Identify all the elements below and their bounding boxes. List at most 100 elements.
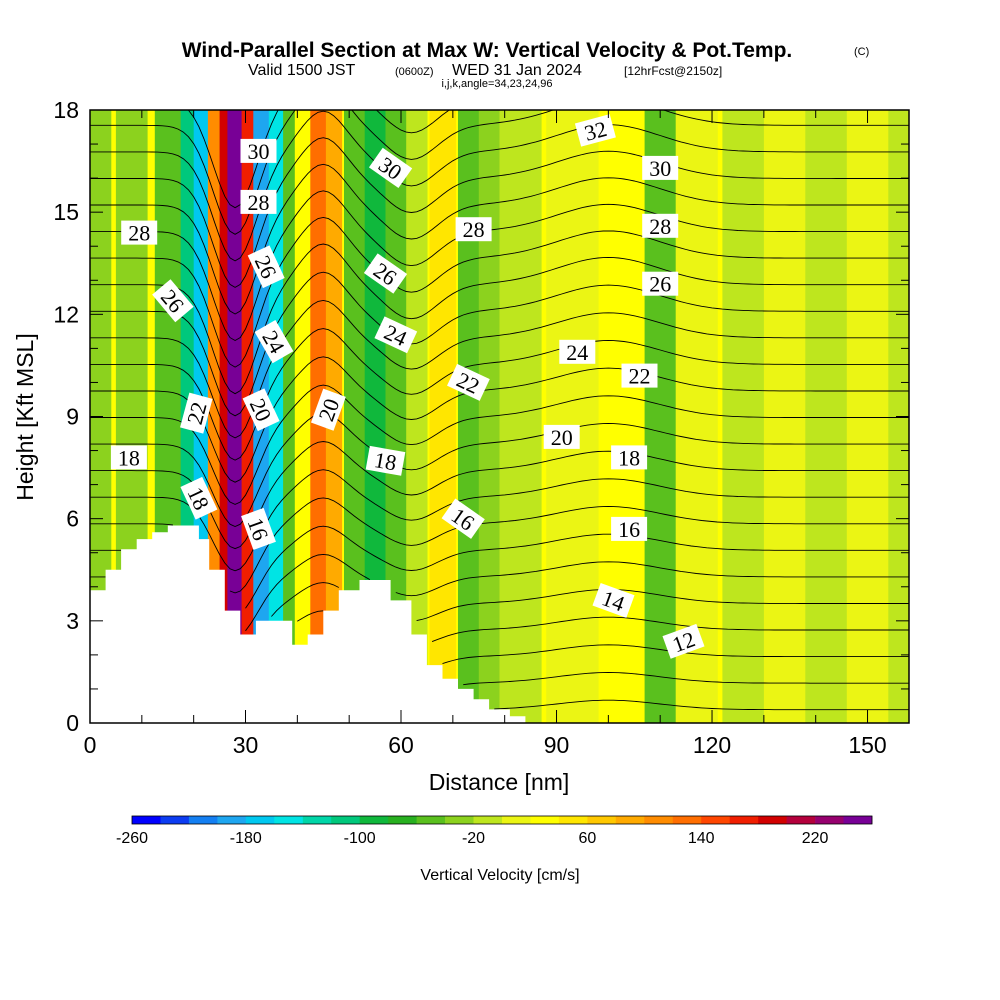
contour-17 [90, 497, 909, 594]
contour-label-bg [247, 245, 285, 289]
contour-21 [90, 384, 909, 505]
velocity-band-22 [499, 110, 542, 723]
contour-label-24: 22 [621, 363, 658, 389]
contour-label-11: 20 [310, 388, 346, 431]
colorbar-swatch [843, 816, 873, 824]
colorbar-tick-label: 60 [579, 830, 597, 847]
contour-label-text: 16 [618, 517, 640, 542]
contour-29 [90, 163, 909, 315]
contour-label-14: 24 [374, 316, 418, 354]
contour-label-text: 26 [649, 272, 671, 297]
colorbar-swatch [786, 816, 816, 824]
contour-label-text: 28 [649, 214, 671, 239]
y-tick-label: 18 [53, 97, 79, 123]
valid-date: WED 31 Jan 2024 [452, 62, 582, 79]
contour-label-bg [592, 582, 635, 618]
colorbar-tick-label: -180 [230, 830, 262, 847]
contour-13 [297, 610, 909, 643]
colorbar-swatch [388, 816, 417, 824]
colorbar-swatch [644, 816, 674, 824]
colorbar-tick-label: -260 [116, 830, 148, 847]
velocity-band-6 [219, 110, 231, 723]
contour-28 [90, 190, 909, 342]
y-tick-label: 12 [53, 301, 79, 327]
velocity-band-5 [207, 110, 222, 723]
velocity-band-18 [406, 110, 428, 723]
y-axis: 0 3 6 9 12 15 18 [53, 97, 909, 736]
colorbar-tick-label: -20 [462, 830, 485, 847]
contour-label-26: 18 [611, 445, 648, 470]
contour-label-bg [363, 253, 408, 294]
contour-label-bg [240, 189, 277, 214]
colorbar: -260 -180 -100 -20 60 140 220 [116, 815, 873, 847]
colorbar-swatch [245, 816, 275, 824]
colorbar-tick-label: 220 [802, 830, 829, 847]
contour-label-23: 24 [559, 339, 596, 365]
contour-31 [90, 110, 909, 262]
contour-label-text: 30 [649, 156, 671, 181]
colorbar-swatch [502, 816, 531, 824]
plot-area: 3028262420162826221818203026241828221632… [89, 109, 910, 724]
x-tick-label: 0 [84, 732, 97, 758]
contour-label-6: 28 [121, 220, 158, 246]
contour-label-bg [574, 114, 616, 147]
contour-label-bg [365, 445, 406, 476]
contour-label-bg [240, 138, 277, 163]
colorbar-swatch [217, 816, 247, 824]
colorbar-swatch [672, 816, 702, 824]
colorbar-swatch [558, 816, 588, 824]
contour-14 [271, 582, 909, 622]
contour-20 [90, 412, 909, 527]
contour-label-text: 18 [118, 445, 140, 470]
velocity-band-24 [608, 110, 641, 723]
colorbar-swatch [530, 816, 560, 824]
colorbar-title: Vertical Velocity [cm/s] [420, 867, 579, 884]
velocity-band-28 [763, 110, 806, 723]
contour-26 [90, 243, 909, 395]
colorbar-swatch [701, 816, 730, 824]
grid-indices: i,j,k,angle=34,23,24,96 [441, 78, 552, 90]
contour-10 [494, 699, 909, 711]
colorbar-swatch [445, 816, 474, 824]
contour-label-bg [242, 388, 280, 432]
contour-22 [90, 356, 909, 483]
copyright-mark: (C) [854, 46, 869, 58]
contour-label-22: 26 [642, 271, 679, 297]
contour-label-bg [180, 476, 218, 520]
colorbar-frame [131, 815, 873, 825]
contour-18 [90, 469, 909, 572]
velocity-band-15 [344, 110, 366, 723]
x-tick-label: 30 [233, 732, 259, 758]
colorbar-swatch [160, 816, 190, 824]
contour-label-bg [642, 213, 679, 238]
contour-label-text: 30 [248, 139, 270, 164]
contour-label-0: 30 [240, 138, 277, 164]
x-tick-label: 120 [693, 732, 731, 758]
colorbar-swatch [758, 816, 787, 824]
contour-label-text: 18 [618, 445, 640, 470]
contour-label-text: 28 [248, 190, 270, 215]
y-axis-title: Height [Kft MSL] [12, 333, 38, 500]
contour-label-bg [180, 392, 213, 434]
contour-label-bg [441, 498, 485, 539]
velocity-band-12 [294, 110, 311, 723]
valid-time-line: Valid 1500 JST (0600Z) WED 31 Jan 2024 [… [248, 62, 722, 79]
contour-label-bg [110, 445, 147, 470]
contour-19 [90, 441, 909, 550]
contour-label-text: 28 [128, 221, 150, 246]
contour-label-text: 18 [372, 447, 398, 475]
contour-label-21: 28 [642, 213, 679, 239]
contour-label-27: 16 [611, 516, 648, 542]
velocity-band-20 [458, 110, 480, 723]
contour-label-25: 20 [543, 424, 580, 450]
contour-label-bg [447, 363, 490, 401]
contour-label-5: 16 [241, 507, 276, 550]
velocity-band-29 [805, 110, 848, 723]
colorbar-swatch [473, 816, 503, 824]
contour-label-text: 20 [551, 425, 573, 450]
contour-27 [90, 216, 909, 368]
velocity-band-19 [429, 110, 456, 723]
y-tick-label: 15 [53, 199, 79, 225]
contour-label-16: 28 [455, 217, 492, 242]
